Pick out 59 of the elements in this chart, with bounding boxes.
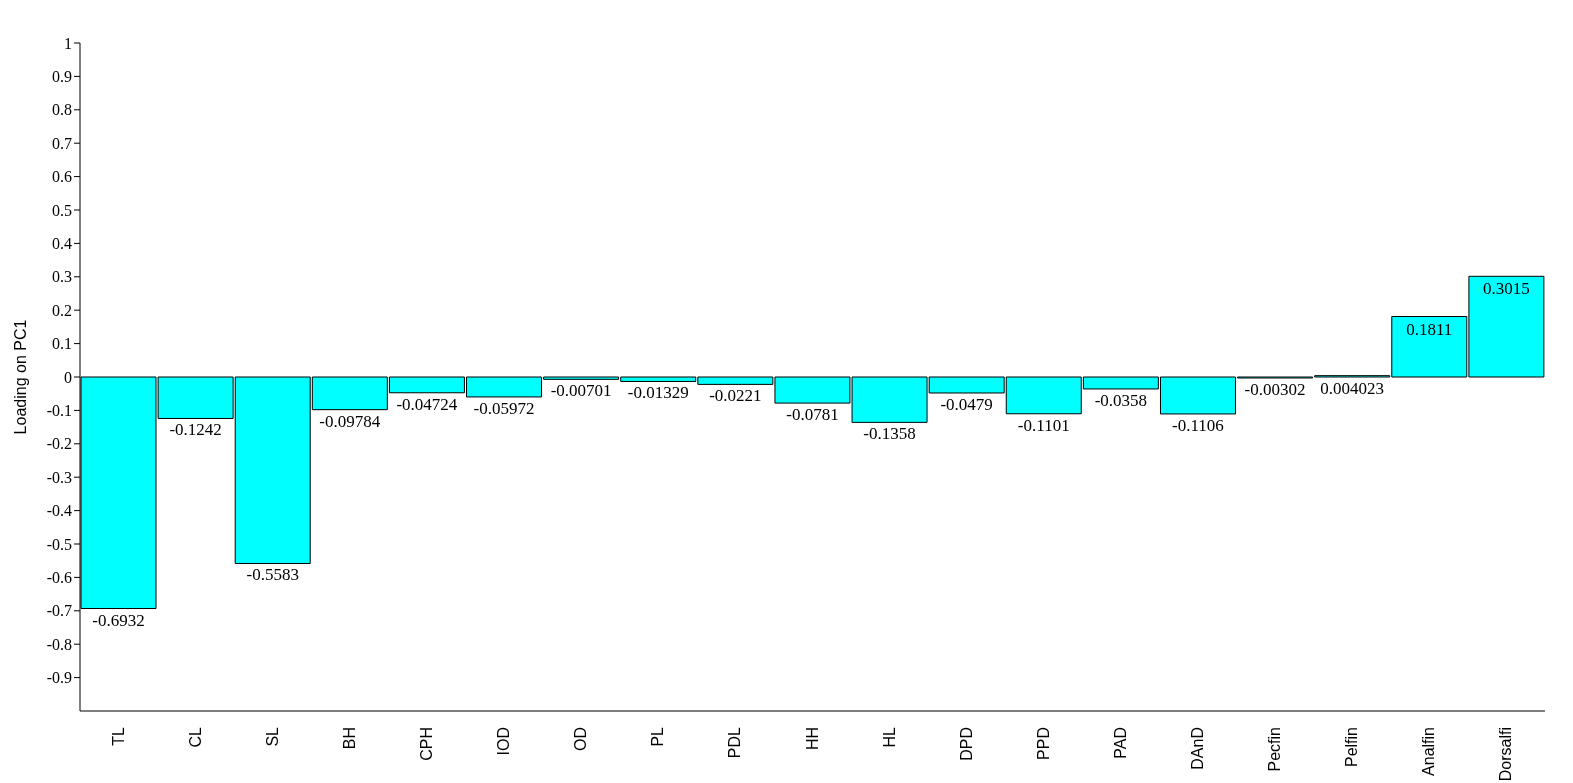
data-label: -0.09784 — [319, 411, 381, 431]
data-label: 0.004023 — [1320, 378, 1385, 398]
x-tick-label: SL — [263, 726, 281, 747]
x-tick-label: IOD — [495, 727, 513, 756]
x-tick-label: HL — [880, 726, 898, 748]
y-tick-label: -0.8 — [46, 635, 72, 653]
data-label: -0.05972 — [473, 398, 535, 418]
data-label: -0.1106 — [1172, 415, 1224, 435]
x-tick-label: PDL — [726, 726, 744, 759]
x-tick-label: Analfin — [1420, 727, 1438, 776]
data-label: -0.5583 — [246, 565, 299, 585]
y-tick-label: 0.7 — [52, 134, 72, 152]
data-label: -0.1101 — [1017, 415, 1070, 435]
x-tick-label: HH — [803, 727, 821, 751]
data-label: -0.1358 — [863, 424, 916, 444]
y-tick-label: -0.3 — [46, 468, 72, 486]
y-tick-label: -0.5 — [46, 535, 72, 553]
x-tick-label: CPH — [417, 727, 435, 761]
x-tick-label: PPD — [1034, 727, 1052, 760]
data-label: -0.00701 — [550, 381, 612, 401]
y-tick-label: -0.2 — [46, 435, 72, 453]
data-label: -0.0221 — [709, 386, 762, 406]
y-tick-label: 0.4 — [52, 235, 72, 253]
x-tick-label: BH — [340, 727, 358, 750]
x-tick-label: Pelfin — [1343, 727, 1361, 768]
y-tick-label: 1 — [64, 34, 72, 52]
y-tick-label: 0.9 — [52, 68, 72, 86]
x-tick-label: Dorsalfi — [1497, 727, 1515, 782]
y-tick-label: 0.1 — [52, 335, 72, 353]
x-tick-label: Pecfin — [1266, 727, 1284, 772]
data-label: -0.1242 — [169, 420, 222, 440]
y-tick-label: 0.3 — [52, 268, 72, 286]
y-tick-label: -0.4 — [46, 502, 72, 520]
data-label: -0.6932 — [92, 610, 145, 630]
data-label: -0.0781 — [786, 405, 839, 425]
y-tick-label: -0.7 — [46, 602, 72, 620]
x-tick-label: DAnD — [1189, 727, 1207, 770]
y-tick-label: 0.8 — [52, 101, 72, 119]
y-tick-label: -0.1 — [46, 402, 72, 420]
x-tick-label: CL — [186, 726, 204, 748]
x-tick-label: PAD — [1111, 727, 1129, 759]
y-tick-label: 0.5 — [52, 201, 72, 219]
x-tick-label: TL — [109, 726, 127, 746]
data-label: 0.1811 — [1406, 319, 1453, 339]
y-tick-label: 0 — [64, 368, 72, 386]
x-tick-label: PL — [649, 726, 667, 747]
data-label: -0.01329 — [627, 383, 689, 403]
x-tick-label: OD — [572, 727, 590, 751]
y-tick-label: -0.6 — [46, 569, 72, 587]
y-tick-label: 0.2 — [52, 301, 72, 319]
data-label: 0.3015 — [1483, 279, 1530, 299]
y-tick-label: -0.9 — [46, 669, 72, 687]
data-label: -0.00302 — [1244, 380, 1306, 400]
data-label: -0.0358 — [1094, 390, 1148, 410]
y-axis-title: Loading on PC1 — [11, 319, 29, 435]
data-label: -0.0479 — [940, 395, 993, 414]
x-tick-label: DPD — [957, 727, 975, 761]
y-tick-label: 0.6 — [52, 168, 72, 186]
data-label: -0.04724 — [396, 394, 458, 414]
